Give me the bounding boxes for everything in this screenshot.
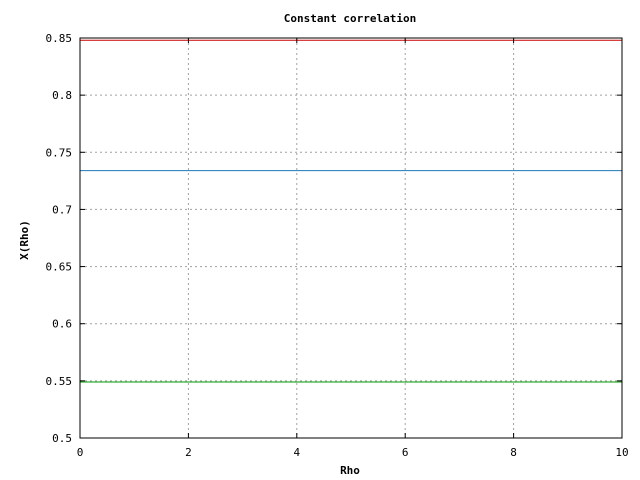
series-group [80,39,622,383]
x-tick-label: 6 [402,446,409,459]
grid [80,38,622,438]
y-tick-label: 0.5 [52,432,72,445]
x-tick-label: 0 [77,446,84,459]
x-tick-label: 10 [615,446,628,459]
x-axis-label: Rho [340,464,360,477]
y-tick-label: 0.85 [46,32,73,45]
y-axis-label: X(Rho) [18,220,31,260]
x-tick-label: 4 [293,446,300,459]
y-tick-label: 0.7 [52,203,72,216]
y-tick-label: 0.8 [52,89,72,102]
y-tick-label: 0.55 [46,375,73,388]
y-tick-label: 0.6 [52,318,72,331]
x-tick-label: 2 [185,446,192,459]
tick-labels: 0 2 4 6 8 10 0.5 0.55 0.6 0.65 0.7 0.75 0.8 0.85 [46,32,629,459]
x-tick-label: 8 [510,446,517,459]
y-tick-label: 0.75 [46,146,73,159]
plot-frame [79,37,623,439]
chart-title: Constant correlation [284,12,416,25]
y-tick-label: 0.65 [46,261,73,274]
